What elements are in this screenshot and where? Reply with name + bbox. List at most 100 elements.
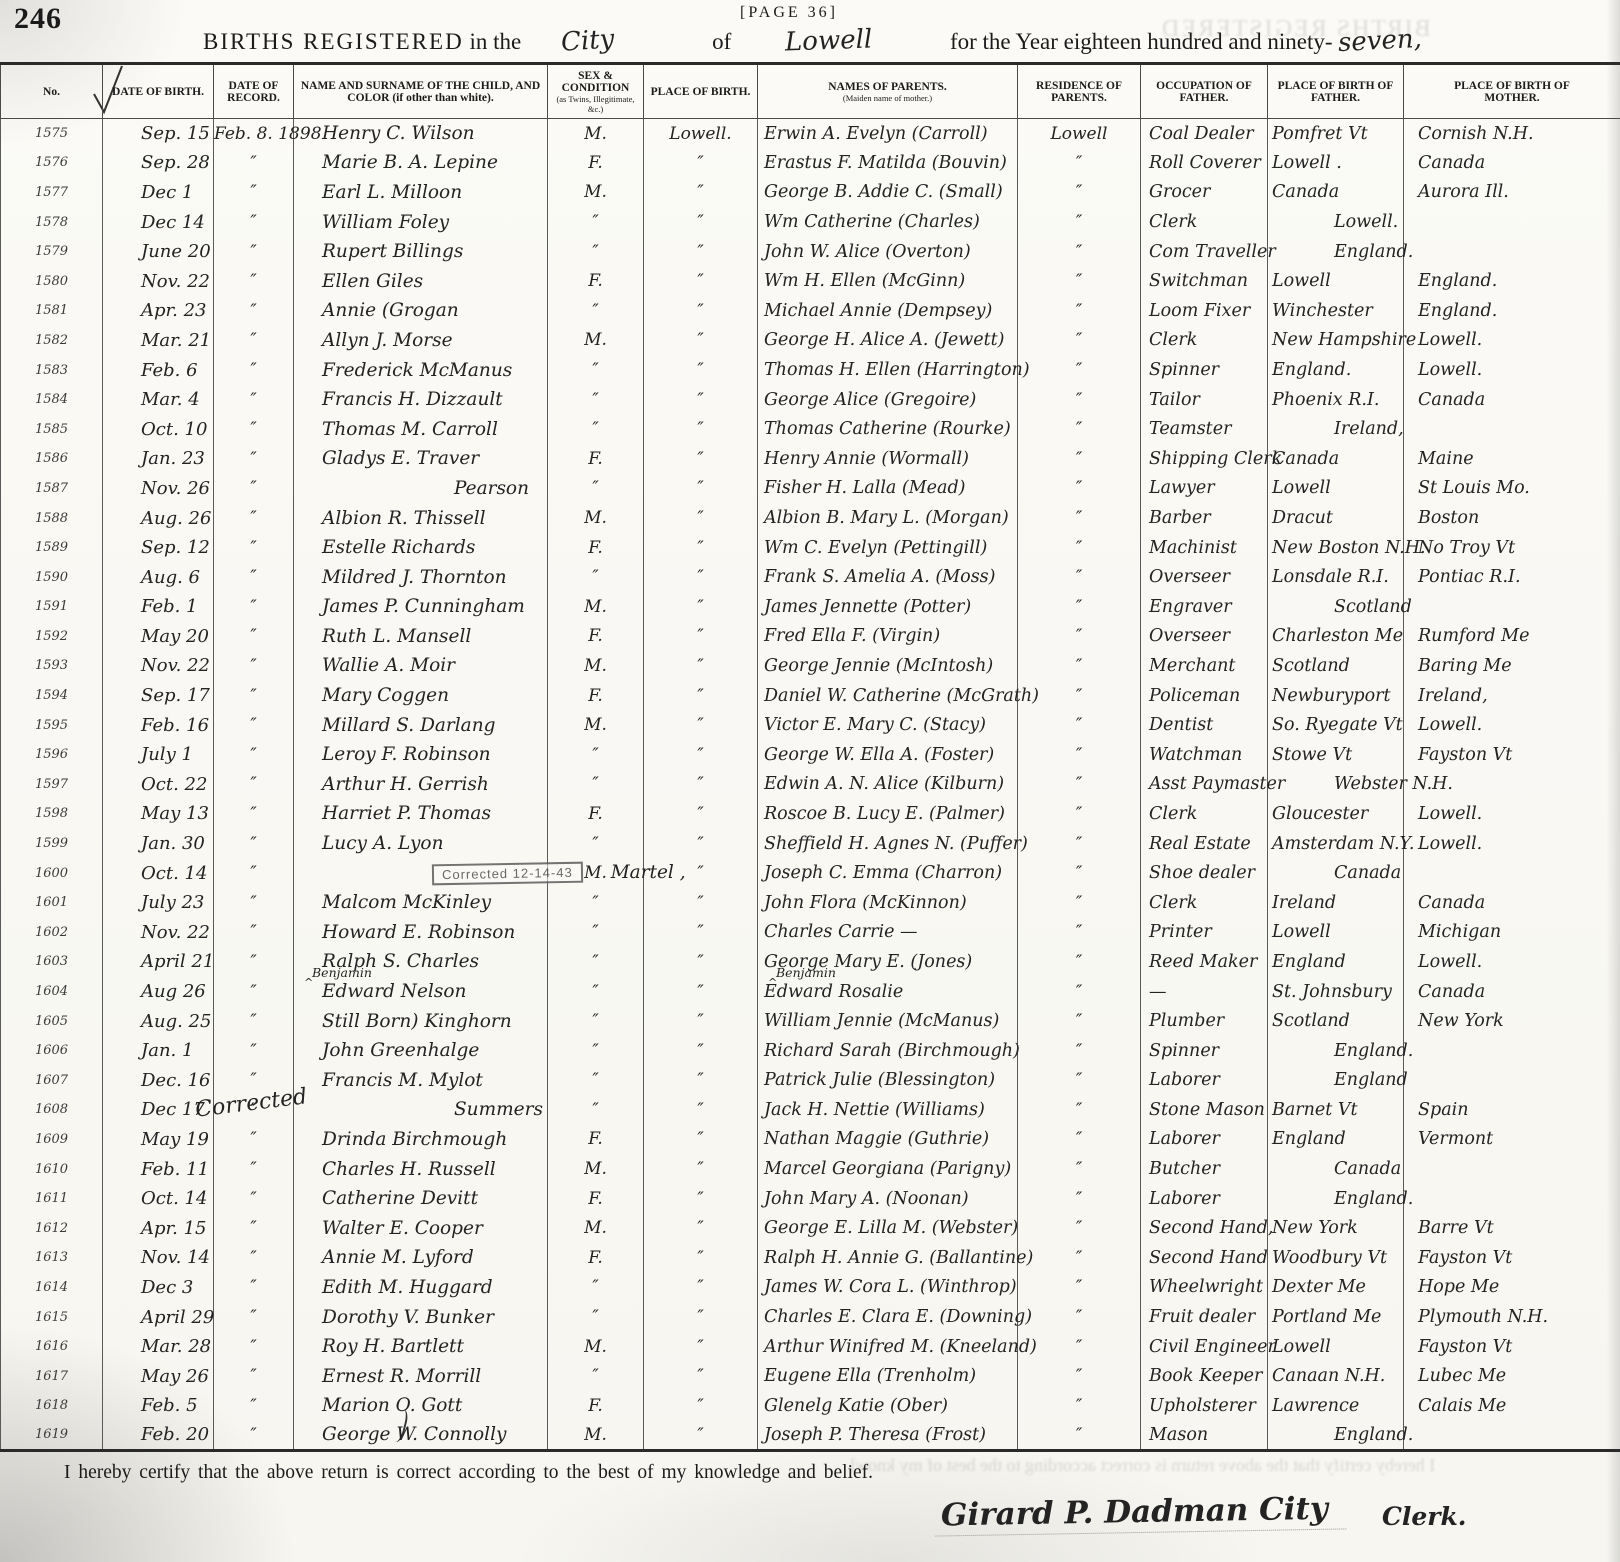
cell-place-of-birth: ″	[643, 917, 758, 948]
cell-parents-names: Wm H. Ellen (McGinn)	[757, 266, 1018, 297]
cell-mother-birthplace: Calais Me	[1403, 1391, 1620, 1421]
cell-date-of-record: ″	[213, 296, 294, 326]
cell-child-name: Mary Coggen	[293, 680, 548, 711]
cell-date-of-record: ″	[213, 562, 294, 592]
cell-date-of-birth: Mar. 21	[102, 325, 214, 356]
cell-parents-names: Thomas H. Ellen (Harrington)	[757, 355, 1030, 385]
cell-sex: M.	[547, 1213, 644, 1244]
cell-date-of-birth: Nov. 26	[102, 473, 214, 504]
cell-place-of-birth: ″	[643, 651, 758, 681]
cell-parents-names: Joseph C. Emma (Charron)	[757, 858, 1018, 888]
cell-date-of-record: ″	[213, 592, 294, 622]
table-row: 1608 Dec 17 Corrected ″ Summers ″ ″ Jack …	[0, 1084, 1620, 1125]
cell-occupation: Coal Dealer	[1140, 118, 1268, 149]
table-row: 1610 Feb. 11 ″ Charles H. Russell M. ″ M…	[0, 1154, 1620, 1184]
cell-sex: F.	[547, 266, 644, 297]
cell-child-name: James P. Cunningham	[293, 592, 548, 622]
cell-father-birthplace: Scotland	[1267, 592, 1412, 622]
cell-father-birthplace: Dracut	[1267, 503, 1404, 533]
cell-parents-names: Nathan Maggie (Guthrie)	[757, 1124, 1018, 1155]
cell-entry-number: 1596	[0, 739, 103, 770]
cell-child-name: Leroy F. Robinson	[293, 739, 548, 770]
cell-date-of-record: ″	[213, 947, 294, 977]
cell-date-of-birth: May 13	[102, 799, 214, 829]
cell-occupation: Laborer	[1140, 1124, 1268, 1155]
cell-entry-number: 1579	[0, 236, 103, 267]
cell-occupation: Roll Coverer	[1140, 148, 1268, 178]
cell-occupation: Asst Paymaster	[1140, 769, 1285, 800]
cell-residence: ″	[1017, 1095, 1141, 1125]
cell-entry-number: 1578	[0, 207, 103, 237]
cell-sex: M.	[547, 710, 644, 740]
cell-parents-names: John Mary A. (Noonan)	[757, 1183, 1018, 1214]
cell-occupation: Civil Engineer	[1140, 1331, 1276, 1362]
cell-date-of-birth: May 19	[102, 1124, 214, 1155]
cell-entry-number: 1593	[0, 651, 103, 681]
cell-sex: ″	[547, 739, 644, 770]
cell-date-of-birth: Jan. 23	[102, 444, 214, 474]
cell-father-birthplace: Phoenix R.I.	[1267, 384, 1404, 415]
cell-entry-number: 1599	[0, 828, 103, 859]
cell-occupation: —	[1140, 976, 1268, 1007]
cell-father-birthplace: New York	[1267, 1213, 1404, 1244]
cell-parents-names: James Jennette (Potter)	[757, 592, 1018, 622]
cell-residence: ″	[1017, 947, 1141, 977]
cell-father-birthplace: Ireland	[1267, 887, 1404, 918]
table-row: 1618 Feb. 5 ″ Marion O. Gott F. ″ Glenel…	[0, 1391, 1620, 1421]
table-row: 1591 Feb. 1 ″ James P. Cunningham M. ″ J…	[0, 592, 1620, 622]
cell-parents-names: Erwin A. Evelyn (Carroll)	[757, 118, 1018, 149]
municipality-name-handwritten: Lowell	[784, 24, 873, 58]
cell-date-of-record: ″	[213, 1420, 294, 1451]
cell-place-of-birth: ″	[643, 207, 758, 237]
cell-mother-birthplace: Spain	[1403, 1095, 1620, 1125]
cell-entry-number: 1582	[0, 325, 103, 356]
table-row: 1609 May 19 ″ Drinda Birchmough F. ″ Nat…	[0, 1124, 1620, 1155]
cell-father-birthplace: Pomfret Vt	[1267, 118, 1404, 149]
cell-residence: ″	[1017, 414, 1141, 445]
cell-parents-names: Marcel Georgiana (Parigny)	[757, 1154, 1018, 1184]
cell-child-name: Thomas M. Carroll	[293, 414, 548, 445]
cell-occupation: Machinist	[1140, 532, 1268, 563]
table-row: 1601 July 23 ″ Malcom McKinley ″ ″ John …	[0, 887, 1620, 918]
cell-sex: F.	[547, 621, 644, 652]
cell-residence: ″	[1017, 887, 1141, 918]
cell-date-of-birth: May 26	[102, 1361, 214, 1392]
cell-father-birthplace: Lowell.	[1267, 207, 1404, 237]
cell-child-name: Dorothy V. Bunker	[293, 1302, 548, 1332]
cell-entry-number: 1606	[0, 1035, 103, 1066]
cell-place-of-birth: ″	[643, 444, 758, 474]
cell-place-of-birth: ″	[643, 503, 758, 533]
cell-date-of-record: ″	[213, 651, 294, 681]
births-register-table: No. DATE OF BIRTH. DATE OF RECORD. NAME A…	[0, 62, 1620, 1452]
cell-place-of-birth: ″	[643, 799, 758, 829]
cell-mother-birthplace: Fayston Vt	[1403, 739, 1620, 770]
cell-entry-number: 1580	[0, 266, 103, 297]
cell-child-name: Corrected 12-14-43 Martel ,	[293, 858, 686, 888]
table-row: 1613 Nov. 14 ″ Annie M. Lyford F. ″ Ralp…	[0, 1243, 1620, 1273]
cell-residence: ″	[1017, 177, 1141, 208]
cell-place-of-birth: ″	[643, 887, 758, 918]
cell-date-of-record: ″	[213, 148, 294, 178]
cell-mother-birthplace	[1403, 1154, 1620, 1184]
table-row: 1575 Sep. 15 Feb. 8. 1898 Henry C. Wilso…	[0, 118, 1620, 149]
cell-place-of-birth: ″	[643, 858, 758, 888]
cell-father-birthplace: New Boston N.H.	[1267, 532, 1426, 563]
cell-occupation: Clerk	[1140, 887, 1268, 918]
title-printed: BIRTHS REGISTERED	[203, 29, 464, 54]
cell-entry-number: 1576	[0, 148, 103, 178]
birthplace-spanning-both-columns: Webster N.H.	[1334, 774, 1453, 795]
cell-place-of-birth: ″	[643, 236, 758, 267]
cell-place-of-birth: ″	[643, 1361, 758, 1392]
cell-date-of-birth: Oct. 14	[102, 1183, 214, 1214]
cell-date-of-birth: April 21	[102, 947, 214, 977]
cell-mother-birthplace: Maine	[1403, 444, 1620, 474]
cell-parents-names: Patrick Julie (Blessington)	[757, 1065, 1018, 1096]
cell-residence: ″	[1017, 562, 1141, 592]
cell-mother-birthplace: Canada	[1403, 887, 1620, 918]
cell-sex: M.	[547, 1154, 644, 1184]
cell-date-of-record: ″	[213, 444, 294, 474]
cell-mother-birthplace: Fayston Vt	[1403, 1243, 1620, 1273]
cell-father-birthplace: Webster N.H.	[1267, 769, 1453, 800]
cell-residence: ″	[1017, 1420, 1141, 1451]
cell-sex: M.	[547, 1331, 644, 1362]
